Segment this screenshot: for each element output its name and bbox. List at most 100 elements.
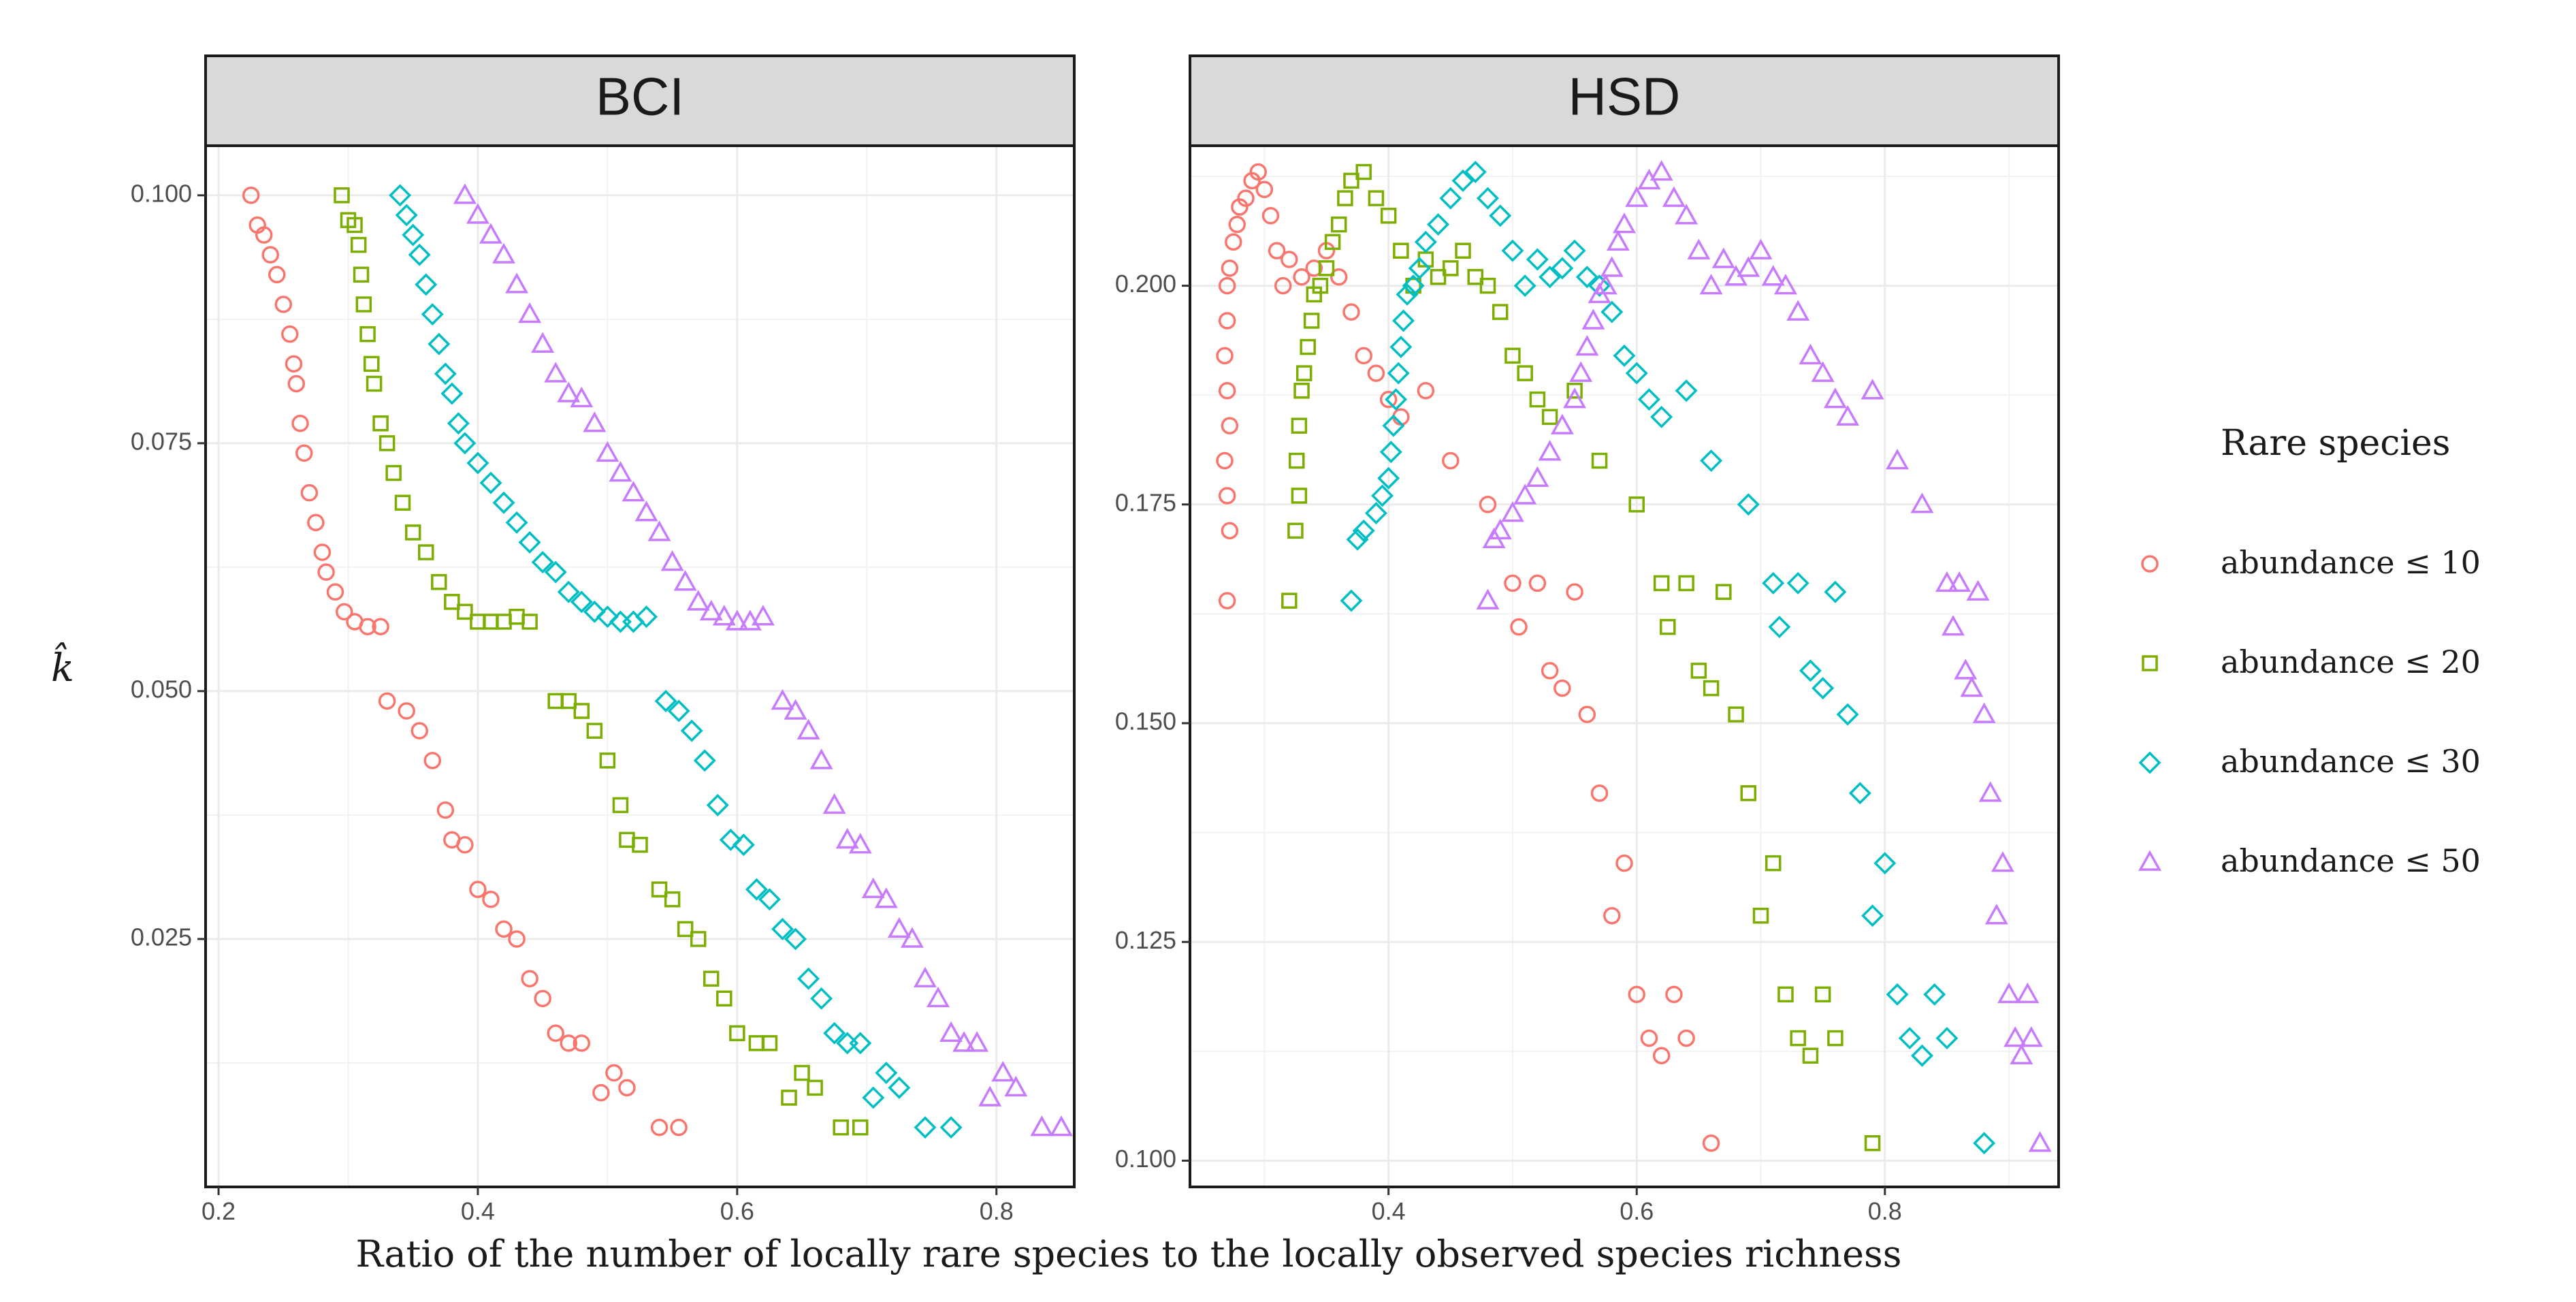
hsd-data-point <box>1501 239 1524 262</box>
bci-data-point <box>457 603 473 620</box>
hsd-data-point <box>1737 493 1760 516</box>
bci-data-point <box>482 890 500 908</box>
bci-data-point <box>379 435 396 451</box>
hsd-data-point <box>1687 238 1711 259</box>
hsd-data-point <box>1291 488 1308 504</box>
hsd-data-point <box>1389 336 1413 358</box>
bci-data-point <box>300 483 319 502</box>
bci-data-point <box>745 878 768 901</box>
bci-y-tick-label: 0.100 <box>131 179 192 207</box>
hsd-data-point <box>1824 580 1847 603</box>
bci-y-axis: 0.025 0.050 0.075 0.100 <box>131 179 206 951</box>
hsd-data-point <box>1427 213 1450 236</box>
bci-data-point <box>939 1021 963 1043</box>
bci-data-point <box>291 414 309 432</box>
hsd-data-point <box>2016 982 2040 1004</box>
hsd-data-point <box>1342 303 1360 321</box>
hsd-data-point <box>1295 365 1313 381</box>
hsd-y-axis: 0.100 0.125 0.150 0.175 0.200 <box>1115 270 1190 1173</box>
bci-data-point <box>693 749 716 772</box>
bci-data-point <box>797 967 820 990</box>
hsd-data-point <box>1387 362 1410 385</box>
hsd-data-point <box>1942 615 1965 636</box>
hsd-data-point <box>1665 985 1683 1004</box>
hsd-data-point <box>1396 283 1419 306</box>
bci-data-point <box>518 302 542 323</box>
hsd-data-point <box>1513 483 1537 505</box>
bci-data-point <box>336 603 353 621</box>
bci-data-point <box>583 411 607 432</box>
hsd-data-point <box>1984 904 2008 925</box>
hsd-y-tick-label: 0.175 <box>1115 488 1176 516</box>
hsd-data-point <box>1371 484 1394 507</box>
hsd-data-point <box>1606 229 1630 251</box>
hsd-data-point <box>1777 986 1794 1003</box>
hsd-data-point <box>1539 266 1562 289</box>
hsd-data-point <box>1613 212 1636 234</box>
bci-data-point <box>573 1034 591 1052</box>
hsd-data-point <box>1368 190 1385 206</box>
bci-data-point <box>952 1031 976 1052</box>
bci-data-point <box>456 836 474 854</box>
hsd-data-point <box>1973 1132 1996 1155</box>
legend-key <box>2142 655 2158 671</box>
hsd-data-point <box>1997 982 2021 1004</box>
bci-data-point <box>350 236 367 253</box>
bci-data-point <box>703 970 720 987</box>
hsd-x-tick-label: 0.8 <box>1868 1197 1902 1225</box>
hsd-data-point <box>1886 983 1909 1006</box>
bci-data-point <box>583 600 606 623</box>
hsd-data-point <box>1603 906 1621 925</box>
bci-data-point <box>389 184 412 207</box>
bci-data-point <box>632 836 648 853</box>
hsd-data-point <box>1649 159 1673 181</box>
bci-data-point <box>560 693 577 710</box>
hsd-data-point <box>1526 248 1549 271</box>
hsd-data-point <box>1249 163 1268 181</box>
hsd-plot-border <box>1189 144 2060 1188</box>
bci-plot-border <box>204 144 1076 1188</box>
bci-data-point <box>673 570 697 591</box>
bci-data-point <box>725 609 749 631</box>
bci-data-point <box>716 990 732 1007</box>
bci-x-tick-label: 0.2 <box>202 1197 236 1225</box>
bci-data-point <box>719 828 742 851</box>
bci-data-point <box>612 797 629 814</box>
hsd-data-point <box>1660 618 1676 635</box>
hsd-data-point <box>1488 518 1512 540</box>
hsd-y-tick-label: 0.150 <box>1115 708 1176 735</box>
hsd-data-point <box>1221 522 1239 540</box>
hsd-data-point <box>1786 300 1810 321</box>
bci-data-point <box>784 699 807 720</box>
hsd-data-point <box>1873 852 1897 875</box>
hsd-data-point <box>1613 344 1636 367</box>
bci-data-point <box>913 966 937 987</box>
hsd-data-point <box>1467 268 1484 285</box>
bci-data-point <box>385 464 402 481</box>
bci-data-point <box>359 618 376 636</box>
hsd-data-point <box>1762 571 1785 594</box>
hsd-data-point <box>1330 216 1347 233</box>
bci-data-point <box>712 605 736 626</box>
hsd-data-point <box>1578 705 1596 723</box>
hsd-data-point <box>1703 680 1720 697</box>
bci-data-point <box>495 920 513 938</box>
hsd-y-tick-label: 0.100 <box>1115 1145 1176 1173</box>
hsd-points <box>1216 159 2052 1155</box>
legend-title: Rare species <box>2221 423 2450 464</box>
hsd-data-point <box>1221 259 1239 277</box>
hsd-data-point <box>1972 702 1996 723</box>
bci-data-point <box>378 692 396 710</box>
bci-data-point <box>664 891 681 908</box>
hsd-data-point <box>1991 851 2014 872</box>
bci-data-point <box>888 1076 911 1099</box>
bci-data-point <box>732 833 755 857</box>
hsd-data-point <box>1218 276 1236 295</box>
hsd-data-point <box>1305 259 1323 277</box>
bci-data-point <box>751 605 775 626</box>
hsd-data-point <box>1836 404 1860 426</box>
bci-data-point <box>599 752 616 769</box>
bci-data-point <box>618 1079 636 1097</box>
